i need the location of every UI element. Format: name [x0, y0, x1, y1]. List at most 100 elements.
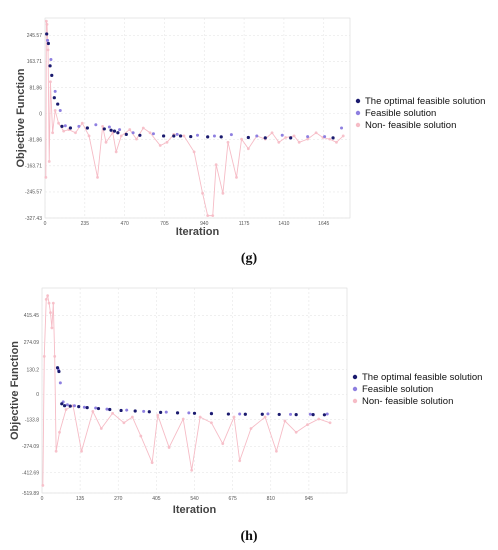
data-point: [292, 134, 296, 138]
data-point: [306, 423, 309, 427]
data-point: [44, 19, 48, 23]
data-point: [51, 131, 55, 135]
x-tick-label: 940: [200, 221, 209, 227]
data-point: [49, 311, 52, 315]
data-point: [46, 294, 50, 297]
x-tick-label: 810: [267, 496, 276, 502]
data-point: [328, 421, 332, 425]
data-point: [122, 421, 126, 425]
data-point: [125, 408, 129, 412]
data-point: [340, 126, 344, 130]
data-point: [53, 109, 57, 112]
y-tick-label: -245.57: [25, 190, 42, 196]
data-point: [54, 449, 58, 453]
data-point: [72, 404, 76, 408]
y-tick-label: 81.86: [29, 85, 42, 91]
data-point: [47, 160, 51, 163]
x-tick-label: 540: [190, 496, 199, 502]
data-point: [44, 175, 48, 179]
data-point: [240, 137, 243, 141]
data-point: [297, 140, 301, 144]
legend-marker: [355, 122, 361, 128]
data-point: [45, 22, 49, 26]
data-point: [196, 133, 199, 137]
x-tick-label: 235: [81, 221, 90, 227]
data-point: [294, 413, 298, 417]
data-point: [175, 132, 179, 136]
data-point: [99, 427, 103, 430]
data-point: [56, 102, 60, 106]
legend-marker: [352, 374, 358, 380]
legend-marker: [355, 110, 361, 116]
data-point: [44, 297, 48, 301]
data-point: [325, 412, 329, 416]
data-point: [77, 405, 81, 409]
data-point: [118, 128, 122, 132]
x-tick-label: 0: [41, 496, 44, 502]
data-point: [62, 129, 66, 133]
data-point: [192, 150, 196, 154]
data-point: [263, 136, 267, 140]
data-point: [323, 135, 327, 139]
y-tick-label: 415.45: [24, 313, 40, 319]
x-tick-label: 270: [114, 496, 123, 502]
data-point: [49, 57, 53, 61]
data-point: [229, 133, 233, 137]
series-1: [55, 366, 327, 417]
chart-panel-2: 415.45 274.09 130.2 0 -133.8 -274.09 -412.69 -5…: [9, 287, 482, 544]
data-point: [80, 449, 83, 453]
x-tick-label: 945: [305, 496, 314, 502]
data-point: [335, 140, 338, 144]
data-point: [131, 131, 135, 135]
legend-marker: [355, 98, 361, 104]
data-point: [116, 131, 120, 135]
data-point: [94, 406, 98, 410]
data-point: [53, 89, 57, 93]
data-point: [246, 135, 250, 140]
legend-marker: [352, 398, 358, 404]
data-point: [109, 128, 113, 132]
data-point: [96, 406, 101, 411]
data-point: [311, 413, 315, 417]
data-point: [212, 134, 216, 138]
data-point: [60, 402, 64, 406]
data-point: [58, 381, 62, 385]
data-point: [277, 412, 281, 417]
data-point: [289, 136, 293, 140]
data-point: [221, 442, 225, 446]
y-tick-label: 245.57: [27, 33, 43, 39]
data-point: [206, 135, 210, 139]
data-point: [246, 147, 250, 151]
data-point: [243, 412, 247, 416]
data-point: [57, 369, 61, 374]
data-point: [57, 121, 60, 125]
data-point: [124, 132, 128, 136]
data-point: [53, 354, 57, 358]
data-point: [211, 214, 215, 218]
data-point: [94, 123, 98, 127]
x-tick-label: 0: [44, 221, 47, 227]
data-point: [112, 129, 117, 133]
data-point: [209, 412, 214, 416]
y-tick-label: -81.86: [28, 138, 42, 144]
y-axis-title: Objective Function: [9, 341, 21, 440]
data-point: [105, 407, 109, 411]
data-point: [150, 461, 154, 465]
data-point: [104, 140, 108, 144]
data-point: [63, 124, 67, 128]
data-point: [133, 409, 137, 413]
data-point: [341, 134, 345, 138]
x-tick-label: 1645: [318, 221, 329, 227]
data-point: [58, 430, 61, 434]
data-point: [226, 140, 230, 144]
x-tick-label: 705: [160, 221, 169, 227]
y-tick-label: -274.09: [22, 444, 39, 450]
data-point: [48, 64, 52, 68]
data-point: [277, 140, 281, 144]
data-point: [270, 131, 274, 135]
panel-label: (h): [240, 529, 257, 544]
y-tick-label: -133.8: [25, 418, 39, 424]
legend-marker: [352, 386, 358, 392]
x-tick-label: 135: [76, 496, 85, 502]
